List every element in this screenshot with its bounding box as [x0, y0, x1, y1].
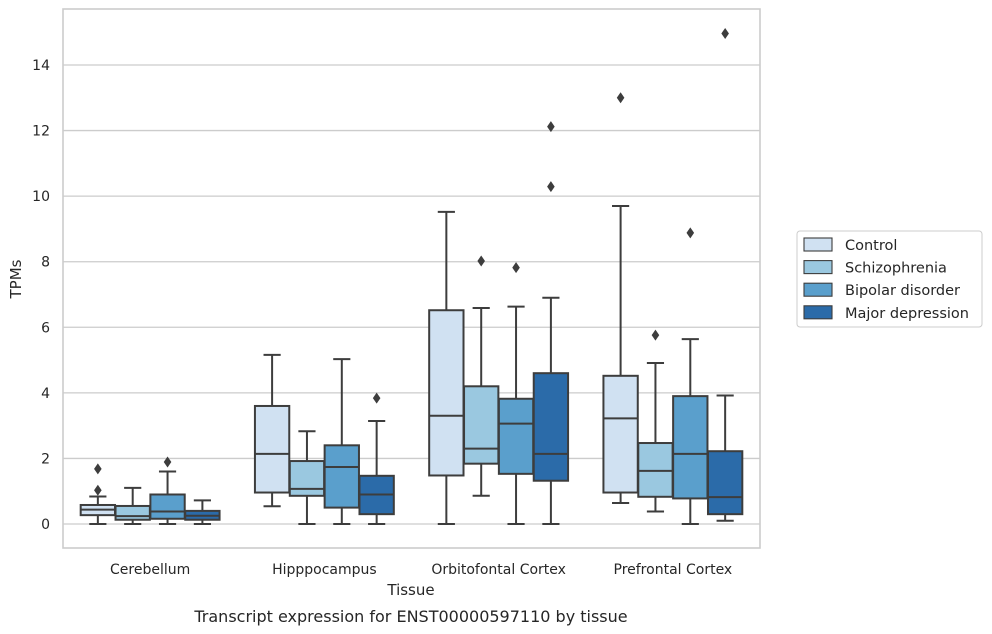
plot-frame: [62, 8, 761, 549]
x-axis-title: Tissue: [386, 581, 434, 599]
y-tick-label: 8: [41, 255, 50, 271]
legend-swatch: [803, 237, 833, 252]
y-tick-label: 14: [32, 58, 50, 74]
box-0-3: [602, 92, 639, 505]
outlier-point: [686, 227, 695, 239]
y-tick-label: 2: [41, 451, 50, 467]
outlier-point: [512, 262, 520, 274]
outlier-point: [547, 181, 555, 193]
legend-swatch: [803, 260, 833, 275]
outlier-point: [372, 392, 381, 404]
box-1-0: [114, 486, 151, 525]
outlier-point: [94, 463, 102, 475]
box-body: [602, 374, 639, 494]
y-tick-label: 0: [41, 517, 50, 533]
outlier-point: [547, 121, 555, 133]
y-tick-label: 6: [41, 320, 50, 336]
legend-label: Bipolar disorder: [845, 283, 960, 299]
box-body: [463, 385, 500, 465]
x-tick-label: Hipppocampus: [272, 562, 377, 578]
box-body: [114, 504, 151, 521]
legend-label: Schizophrenia: [845, 261, 947, 277]
box-body: [149, 493, 186, 520]
y-tick-label: 4: [41, 386, 50, 402]
outlier-point: [721, 28, 729, 40]
box-1-2: [463, 255, 500, 497]
y-axis-title: TPMs: [7, 259, 25, 299]
box-2-1: [323, 358, 360, 525]
box-1-1: [288, 430, 326, 525]
outlier-point: [616, 92, 625, 104]
box-3-1: [358, 392, 395, 525]
box-body: [288, 460, 326, 497]
box-2-0: [149, 456, 186, 525]
box-2-3: [672, 227, 709, 525]
legend-swatch: [803, 282, 833, 297]
box-body: [706, 450, 744, 516]
box-body: [532, 372, 570, 482]
box-2-2: [497, 262, 535, 525]
box-body: [428, 309, 465, 477]
outlier-point: [477, 255, 485, 267]
y-tick-labels: 0 2 4 6 8 10 12 14: [32, 58, 50, 533]
box-0-2: [428, 210, 465, 525]
box-body: [672, 395, 709, 500]
legend-frame: [796, 230, 983, 328]
outlier-point: [163, 456, 172, 468]
box-0-1: [253, 353, 291, 508]
box-body: [253, 404, 291, 494]
x-tick-label: Cerebellum: [110, 562, 190, 578]
legend-swatch: [803, 305, 833, 320]
box-3-3: [706, 28, 744, 522]
box-body: [497, 397, 535, 475]
y-tick-label: 12: [32, 124, 50, 140]
y-tick-label: 10: [32, 189, 50, 205]
x-tick-label: Orbitofontal Cortex: [431, 562, 566, 578]
x-tick-labels: Cerebellum Hipppocampus Orbitofontal Corte…: [110, 562, 732, 578]
x-tick-label: Prefrontal Cortex: [614, 562, 733, 578]
grid-lines: [63, 64, 760, 525]
legend: Control Schizophrenia Bipolar disorder Majo…: [796, 230, 983, 328]
outlier-point: [94, 484, 102, 496]
outlier-point: [651, 329, 660, 341]
box-0-0: [79, 463, 117, 525]
box-1-3: [637, 329, 674, 513]
plot-boxes: [79, 28, 744, 525]
box-3-0: [184, 499, 221, 525]
legend-label: Control: [845, 238, 897, 254]
legend-label: Major depression: [845, 306, 969, 322]
chart-caption: Transcript expression for ENST0000059711…: [193, 607, 627, 626]
box-body: [323, 444, 360, 509]
box-3-2: [532, 121, 570, 525]
